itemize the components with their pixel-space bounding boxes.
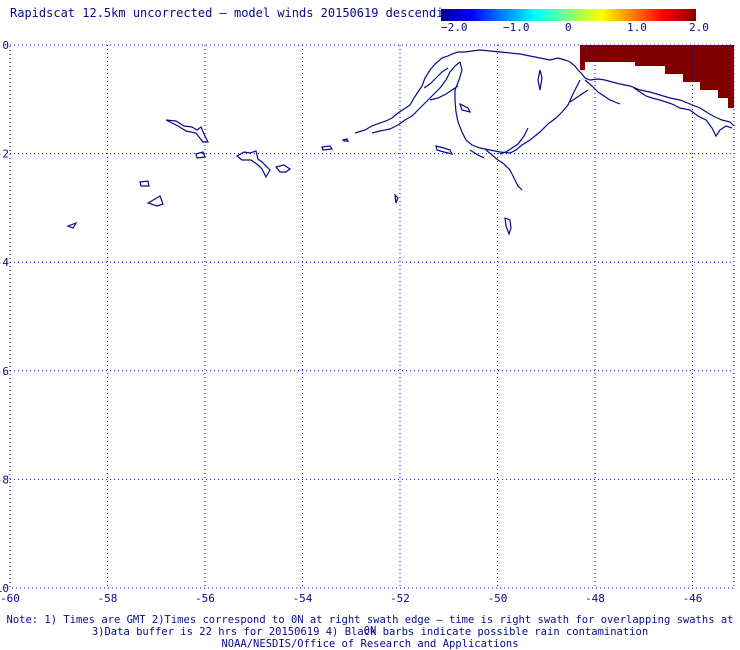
map-title: Rapidscat 12.5km uncorrected — model win… bbox=[10, 6, 458, 20]
y-tick-label: -10 bbox=[0, 582, 9, 595]
colorbar-label-neg1: −1.0 bbox=[503, 21, 530, 34]
x-tick-label: -52 bbox=[390, 592, 410, 605]
map-frame bbox=[9, 44, 735, 589]
coastline bbox=[66, 49, 735, 236]
graticule bbox=[9, 44, 735, 589]
y-tick-label: -8 bbox=[0, 473, 9, 486]
colorbar-label-pos1: 1.0 bbox=[627, 21, 647, 34]
y-axis-labels: 0 -2 -4 -6 -8 -10 bbox=[0, 39, 9, 595]
x-tick-label: -60 bbox=[0, 592, 20, 605]
colorbar-label-max: 2.0 bbox=[689, 21, 709, 34]
y-tick-label: -2 bbox=[0, 148, 9, 161]
y-tick-label: -4 bbox=[0, 256, 9, 269]
x-tick-label: -54 bbox=[293, 592, 313, 605]
x-axis-labels: -60 -58 -56 -54 -52 -50 -48 -46 bbox=[0, 592, 702, 605]
colorbar-label-zero: 0 bbox=[565, 21, 572, 34]
footnote-line-2: 3)Data buffer is 22 hrs for 20150619 4) … bbox=[91, 626, 649, 638]
footnote-line-3: NOAA/NESDIS/Office of Research and Appli… bbox=[221, 638, 519, 650]
colorbar bbox=[441, 9, 696, 21]
x-tick-label: -56 bbox=[195, 592, 215, 605]
footnote-line-1: Note: 1) Times are GMT 2)Times correspon… bbox=[6, 614, 734, 637]
x-tick-label: -58 bbox=[98, 592, 118, 605]
x-tick-label: -46 bbox=[683, 592, 703, 605]
wind-data-region bbox=[580, 45, 734, 108]
colorbar-label-min: −2.0 bbox=[441, 21, 468, 34]
y-tick-label: -6 bbox=[0, 365, 9, 378]
y-tick-label: 0 bbox=[2, 39, 9, 52]
x-tick-label: -48 bbox=[585, 592, 605, 605]
x-tick-label: -50 bbox=[488, 592, 508, 605]
